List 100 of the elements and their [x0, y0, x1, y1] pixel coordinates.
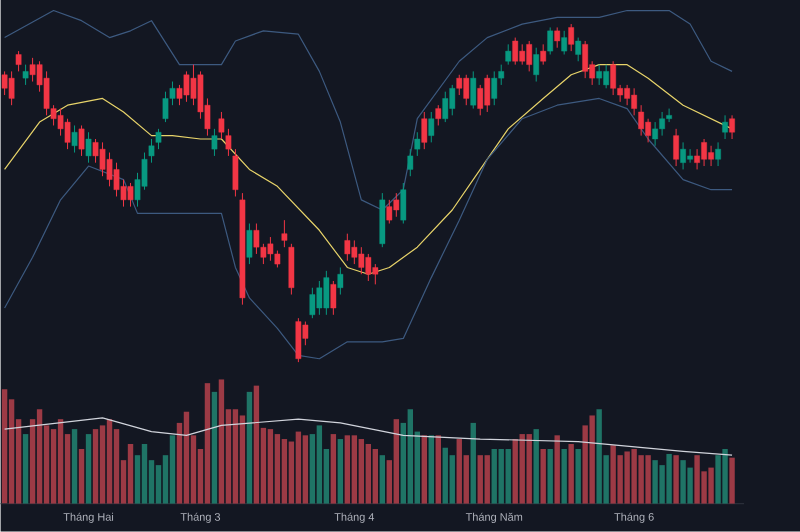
- bar: [456, 439, 462, 504]
- bar: [428, 435, 434, 504]
- bar: [435, 435, 441, 504]
- bar: [393, 419, 400, 504]
- bar: [708, 467, 714, 504]
- candlestick: [85, 131, 92, 164]
- candlestick: [722, 115, 728, 140]
- candlestick: [547, 27, 554, 56]
- bar: [666, 454, 672, 504]
- candlestick: [715, 142, 721, 167]
- candlestick: [673, 128, 679, 167]
- bar: [407, 409, 413, 504]
- candlestick: [71, 125, 78, 154]
- bar: [267, 429, 274, 504]
- candlestick: [540, 44, 547, 66]
- candlestick: [29, 57, 36, 83]
- bar: [442, 447, 448, 504]
- candlestick: [400, 182, 407, 225]
- candlestick: [526, 40, 533, 73]
- candlestick: [267, 236, 274, 262]
- bar: [470, 423, 476, 504]
- bar: [358, 439, 365, 504]
- bar: [379, 455, 386, 504]
- candlestick: [337, 267, 344, 296]
- bar: [211, 392, 218, 504]
- bar: [372, 449, 379, 504]
- candlestick: [183, 71, 190, 103]
- bar: [92, 429, 99, 504]
- candlestick: [708, 145, 714, 167]
- bar: [673, 455, 679, 504]
- candlestick: [421, 111, 428, 150]
- candlestick: [344, 233, 351, 262]
- candlestick: [491, 71, 498, 106]
- bar: [484, 455, 490, 504]
- bar: [281, 439, 288, 504]
- bar: [344, 435, 351, 504]
- bar: [232, 409, 239, 504]
- bar: [1, 389, 8, 504]
- candlestick: [379, 192, 386, 248]
- candlestick: [295, 317, 302, 363]
- bar: [533, 429, 539, 504]
- candlestick: [456, 74, 463, 96]
- candlestick: [596, 64, 603, 86]
- bar: [22, 434, 29, 504]
- bar: [183, 411, 190, 504]
- bar: [715, 455, 721, 504]
- bar: [540, 449, 546, 504]
- bar: [512, 439, 518, 504]
- bar: [680, 460, 686, 504]
- candlestick: [78, 125, 85, 157]
- bar: [246, 392, 253, 504]
- bar: [71, 429, 78, 504]
- bar: [568, 444, 574, 504]
- bar: [652, 460, 658, 504]
- bar: [421, 435, 427, 504]
- candlestick: [1, 71, 8, 96]
- bar: [505, 449, 511, 504]
- bar: [631, 449, 637, 504]
- candlestick: [316, 280, 323, 316]
- candlestick: [680, 142, 686, 171]
- bar: [498, 449, 504, 504]
- candlestick: [127, 182, 134, 208]
- candlestick: [568, 23, 575, 52]
- candlestick: [449, 84, 456, 117]
- candlestick: [372, 263, 379, 286]
- candlestick: [603, 64, 610, 89]
- candlestick: [190, 64, 197, 106]
- bar: [351, 435, 358, 504]
- bar: [561, 449, 567, 504]
- bar: [624, 451, 630, 504]
- bar: [722, 449, 728, 504]
- candlestick: [533, 47, 540, 83]
- candlestick: [582, 40, 589, 79]
- bar: [547, 449, 553, 504]
- candlestick: [365, 253, 372, 282]
- candlestick: [435, 104, 442, 127]
- candlestick: [519, 44, 526, 66]
- bar: [589, 415, 595, 504]
- bar: [141, 444, 148, 504]
- candlestick: [687, 148, 693, 164]
- candlestick: [211, 128, 218, 157]
- bar: [316, 425, 323, 504]
- bar: [596, 409, 602, 504]
- candlestick: [561, 30, 568, 56]
- bar: [477, 455, 483, 504]
- bar: [127, 444, 134, 504]
- bar: [554, 435, 560, 504]
- candlestick: [701, 138, 707, 167]
- bar: [694, 455, 700, 504]
- bar: [169, 435, 176, 504]
- bar: [99, 425, 106, 504]
- candlestick: [505, 44, 512, 66]
- bar: [218, 379, 225, 504]
- bar: [295, 431, 302, 504]
- candlestick: [22, 64, 29, 86]
- bar: [78, 449, 85, 504]
- bar: [337, 439, 344, 504]
- candlestick: [484, 74, 491, 113]
- bar: [239, 415, 246, 504]
- candlestick: [442, 91, 449, 123]
